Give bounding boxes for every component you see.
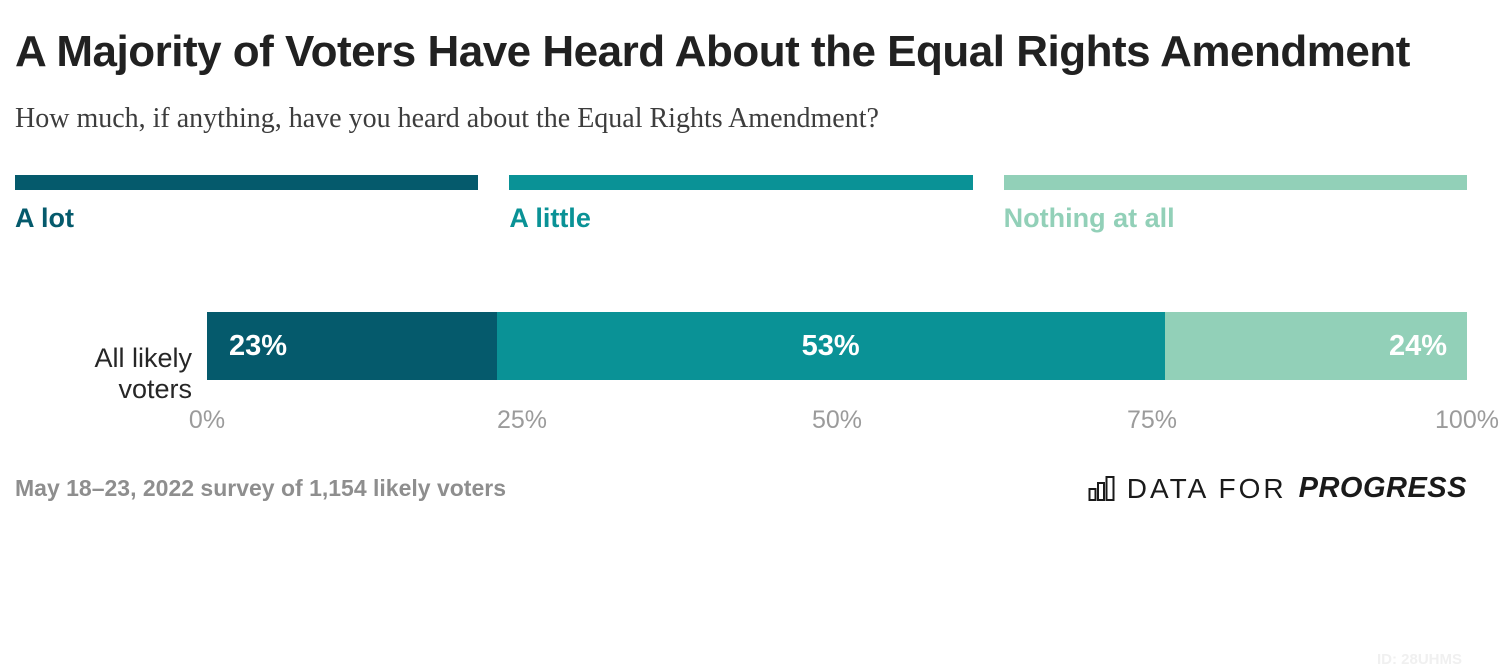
category-label-text: All likely voters: [94, 343, 192, 404]
dfp-logo: DATA FOR PROGRESS: [1088, 472, 1467, 505]
x-axis-tick-0-: 0%: [188, 406, 226, 434]
x-axis: 0% 25% 50% 75% 100%: [189, 406, 1499, 436]
chart-subtitle: How much, if anything, have you heard ab…: [15, 103, 879, 134]
legend-label-nothing-at-all: Nothing at all: [1003, 203, 1175, 233]
bar-value-nothing-at-all: 24%: [1388, 329, 1447, 362]
survey-note: May 18–23, 2022 survey of 1,154 likely v…: [15, 475, 506, 501]
stacked-bar-chart: All likely voters 23% 53% 24% 0% 25% 50% 75% 1…: [15, 312, 1499, 436]
bar-segment-a-lot: 23%: [207, 312, 497, 380]
x-axis-tick-100-: 100%: [1435, 406, 1499, 434]
bar-value-a-lot: 23%: [229, 329, 288, 362]
chart-title: A Majority of Voters Have Heard About th…: [15, 27, 1410, 76]
stacked-bar: 23% 53% 24%: [207, 312, 1467, 380]
footer: May 18–23, 2022 survey of 1,154 likely v…: [15, 472, 1467, 505]
x-axis-tick-25-: 25%: [496, 406, 548, 434]
category-label: All likely voters: [15, 312, 207, 436]
legend-item-a-lot: A lot: [15, 175, 479, 234]
legend-swatch-a-lot: [15, 175, 479, 190]
x-axis-tick-75-: 75%: [1126, 406, 1178, 434]
chart-id-watermark: ID: 28UHMS: [1376, 651, 1462, 668]
bar-chart-icon: [1088, 476, 1115, 501]
legend-swatch-a-little: [509, 175, 973, 190]
bar-segment-a-little: 53%: [496, 312, 1165, 380]
logo-text-progress: PROGRESS: [1298, 472, 1467, 504]
legend-label-a-lot: A lot: [15, 203, 74, 233]
logo-text-data-for: DATA FOR: [1126, 472, 1287, 504]
legend-swatch-nothing-at-all: [1003, 175, 1467, 190]
bar-segment-nothing-at-all: 24%: [1164, 312, 1467, 380]
bar-value-a-little: 53%: [801, 329, 860, 362]
legend: A lot A little Nothing at all: [15, 175, 1467, 234]
x-axis-tick-50-: 50%: [811, 406, 863, 434]
plot-area: 23% 53% 24% 0% 25% 50% 75% 100%: [189, 312, 1499, 436]
legend-item-a-little: A little: [509, 175, 973, 234]
legend-label-a-little: A little: [509, 203, 591, 233]
legend-item-nothing-at-all: Nothing at all: [1003, 175, 1467, 234]
